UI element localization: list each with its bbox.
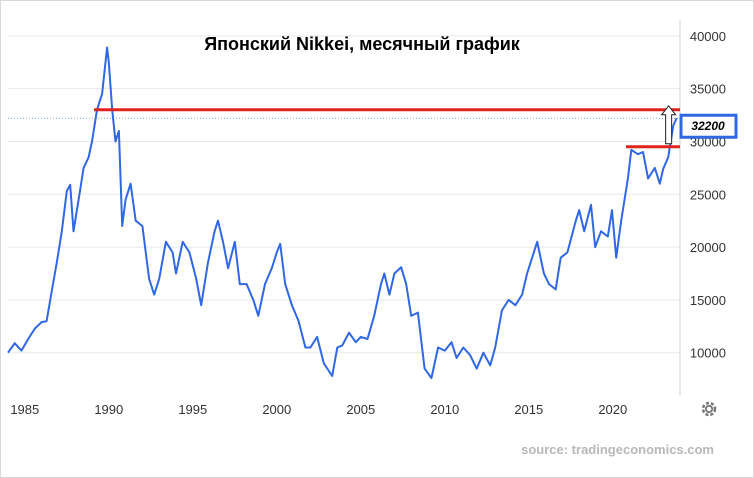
gridlines (8, 35, 680, 354)
price-badge: 32200 (679, 113, 738, 139)
y-tick-label: 35000 (690, 82, 726, 97)
source-label: source: tradingeconomics.com (521, 442, 714, 457)
x-tick-label: 1995 (178, 402, 207, 417)
x-tick-label: 1990 (94, 402, 123, 417)
y-tick-label: 20000 (690, 240, 726, 255)
price-badge-label: 32200 (691, 119, 725, 133)
x-tick-label: 2005 (346, 402, 375, 417)
chart-title: Японский Nikkei, месячный график (204, 34, 521, 54)
up-arrow-icon (660, 104, 677, 145)
y-tick-label: 10000 (690, 346, 726, 361)
gear-icon[interactable] (701, 401, 717, 417)
x-tick-label: 2015 (514, 402, 543, 417)
y-tick-label: 15000 (690, 293, 726, 308)
y-tick-label: 40000 (690, 29, 726, 44)
x-tick-label: 2020 (598, 402, 627, 417)
nikkei-line (7, 46, 678, 380)
x-tick-label: 1985 (10, 402, 39, 417)
x-tick-label: 2010 (430, 402, 459, 417)
y-tick-label: 25000 (690, 187, 726, 202)
x-axis-ticks: 1985 1990 1995 2000 2005 2010 2015 2020 (10, 402, 627, 417)
x-tick-label: 2000 (262, 402, 291, 417)
